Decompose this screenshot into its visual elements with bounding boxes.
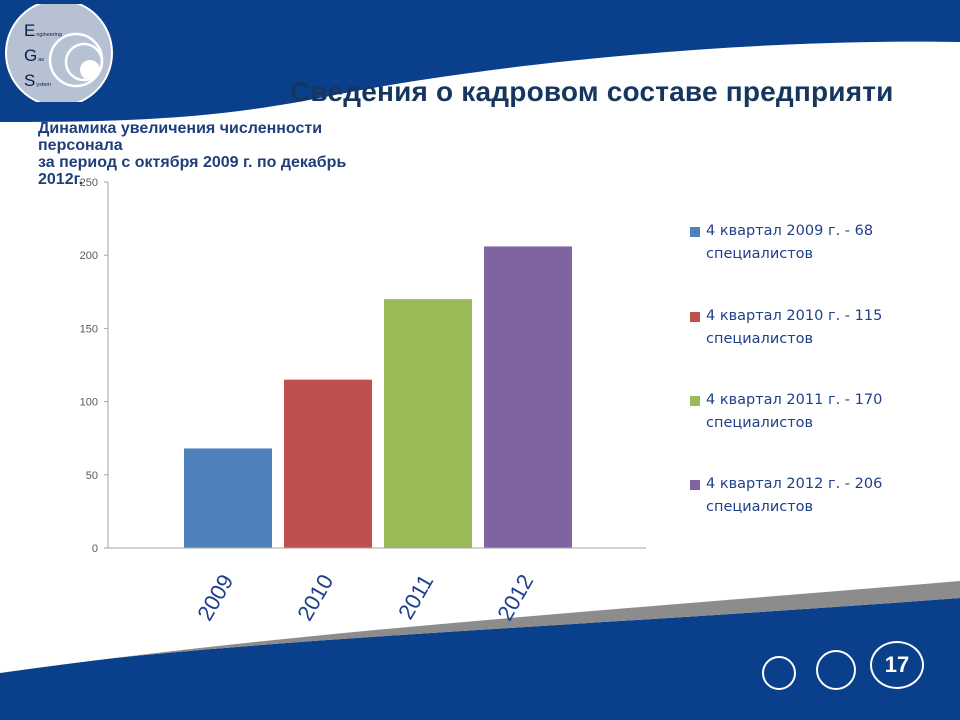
legend-swatch	[690, 396, 700, 406]
x-tick-label: 2010	[292, 570, 338, 625]
x-tick-label: 2009	[192, 570, 238, 625]
y-tick-label: 0	[92, 543, 98, 555]
legend-label: 4 квартал 2009 г. - 68 специалистов	[706, 220, 946, 266]
legend-label: 4 квартал 2012 г. - 206 специалистов	[706, 473, 946, 519]
top-banner	[0, 0, 960, 122]
logo-rings-icon	[5, 0, 113, 107]
legend-label-line: 4 квартал 2009 г. - 68	[706, 223, 874, 239]
slide-title: Сведения о кадровом составе предприяти	[290, 76, 894, 107]
page-number: 17	[870, 641, 924, 689]
legend-label-line: 4 квартал 2010 г. - 115	[706, 308, 883, 324]
legend-swatch	[690, 480, 700, 490]
y-tick-label: 50	[86, 470, 98, 482]
bottom-banner	[0, 598, 960, 720]
subtitle-line: 2012г.	[38, 171, 84, 188]
bottom-white-line	[0, 579, 960, 673]
logo-letter: E	[24, 21, 36, 40]
legend-label: 4 квартал 2010 г. - 115 специалистов	[706, 305, 946, 351]
legend-swatch	[690, 227, 700, 237]
bar-2010	[284, 379, 372, 548]
y-tick-label: 200	[80, 250, 98, 262]
logo-letter: G	[24, 46, 38, 65]
logo-word: as	[38, 57, 45, 63]
y-tick-label: 250	[80, 177, 98, 189]
subtitle-line: Динамика увеличения численности	[38, 120, 323, 137]
legend-label-line: 4 квартал 2011 г. - 170	[706, 392, 883, 408]
legend-label: 4 квартал 2011 г. - 170 специалистов	[706, 389, 946, 435]
bottom-grey-swoosh	[0, 580, 960, 672]
legend-label-line: специалистов	[706, 499, 814, 515]
bar-2011	[384, 299, 472, 548]
legend-label-line: специалистов	[706, 331, 814, 347]
legend-label-line: специалистов	[706, 246, 814, 262]
x-tick-label: 2012	[492, 570, 538, 625]
logo-word: ngineering	[36, 32, 63, 38]
legend-swatch	[690, 312, 700, 322]
bar-chart: 0 50 100 150 200 250 2009 2010 2011 2012	[80, 177, 646, 625]
logo-letter: S	[24, 71, 36, 90]
y-tick-label: 150	[80, 323, 98, 335]
logo-word: ystem	[36, 82, 52, 88]
chart-subtitle: Динамика увеличения численности персонал…	[38, 120, 418, 188]
legend-label-line: специалистов	[706, 415, 814, 431]
legend-label-line: 4 квартал 2012 г. - 206	[706, 476, 883, 492]
bar-2009	[184, 448, 272, 548]
subtitle-line: персонала	[38, 137, 123, 154]
bar-2012	[484, 246, 572, 548]
nav-circle-icon	[762, 656, 796, 690]
subtitle-line: за период с октября 2009 г. по декабрь	[38, 154, 347, 171]
nav-circle-icon	[816, 650, 856, 690]
y-tick-label: 100	[80, 397, 98, 409]
x-tick-label: 2011	[393, 570, 438, 623]
